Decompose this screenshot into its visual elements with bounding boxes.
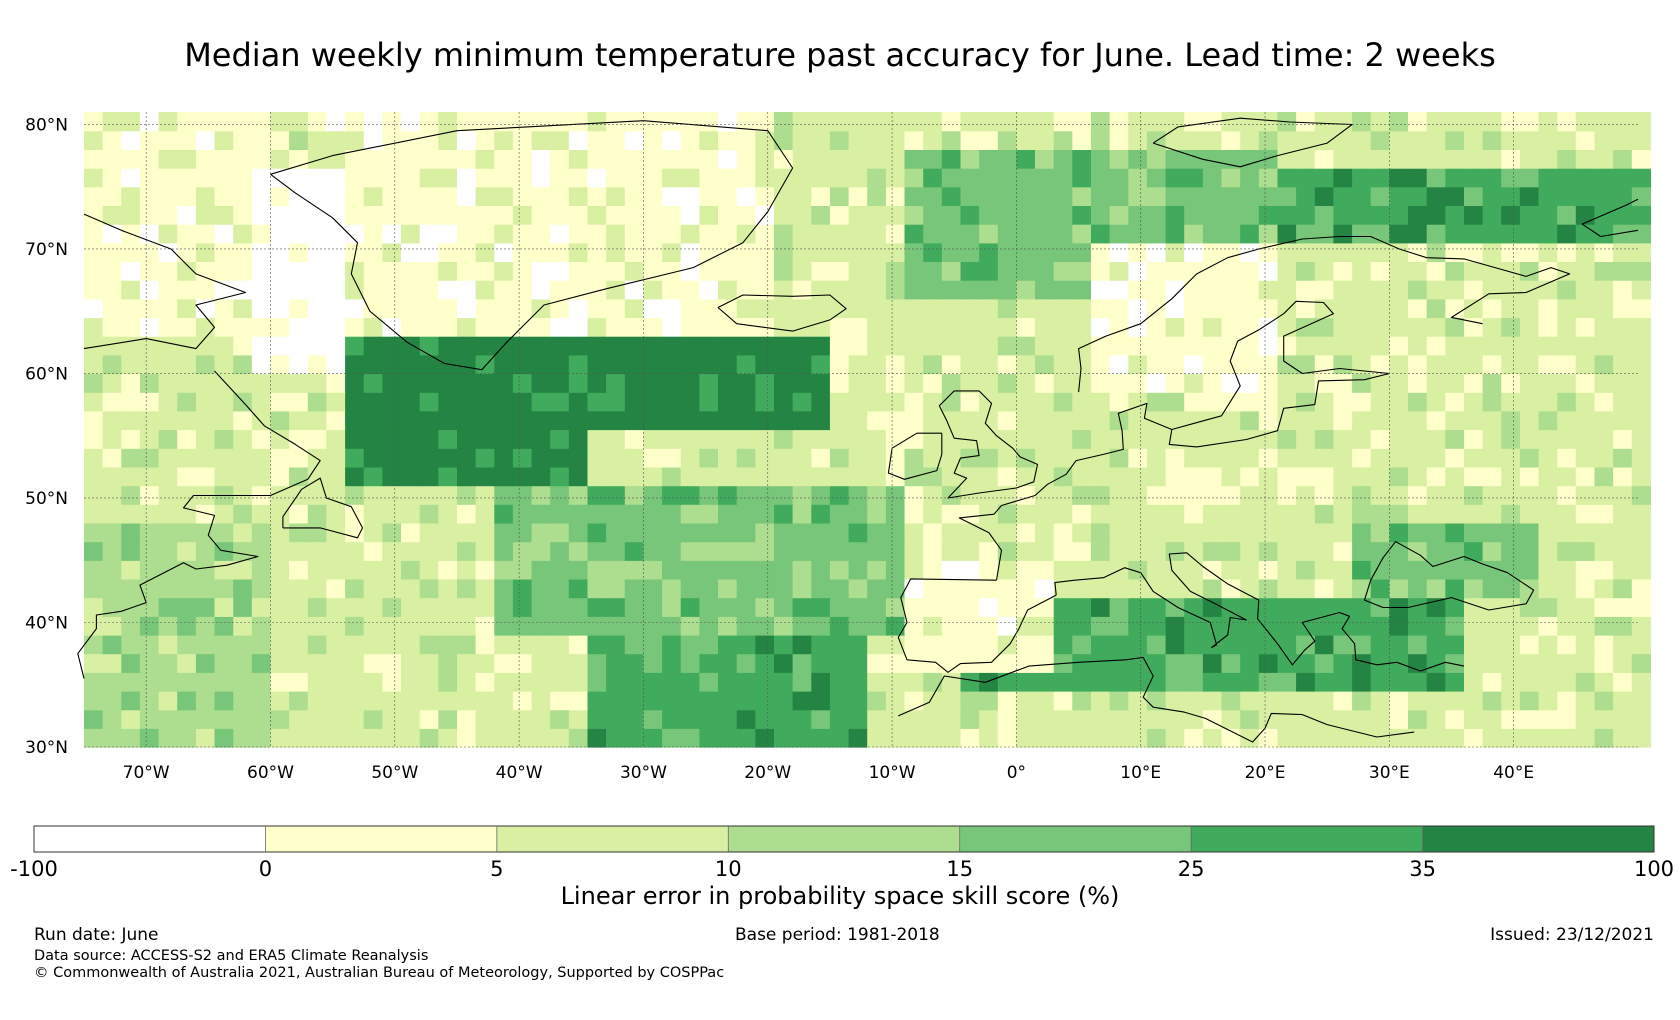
lon-tick-label: 0°: [1007, 763, 1026, 783]
coastline-12: [77, 370, 321, 679]
lat-tick-label: 60°N: [25, 364, 68, 384]
lon-tick-label: 60°W: [247, 763, 294, 783]
lon-tick-label: 40°W: [496, 763, 543, 783]
coastline-7: [1341, 616, 1465, 672]
coastline-13: [282, 477, 364, 539]
lon-tick-label: 30°W: [620, 763, 667, 783]
colorbar-swatch: [34, 826, 266, 852]
longitude-labels: 70°W 60°W 50°W 40°W 30°W 20°W 10°W 0° 10°E 20°E 30…: [123, 763, 1534, 783]
colorbar-tick-label: 100: [1634, 857, 1674, 881]
coastlines: [77, 117, 1639, 743]
graticule: [84, 112, 1638, 748]
colorbar-tick-label: 5: [490, 857, 503, 881]
lon-tick-label: 10°W: [869, 763, 916, 783]
colorbar-swatch: [959, 826, 1192, 852]
lat-tick-label: 70°N: [25, 240, 68, 260]
colorbar-swatch: [496, 826, 729, 852]
colorbar: [33, 825, 1655, 853]
lon-tick-label: 20°E: [1245, 763, 1286, 783]
colorbar-swatch: [728, 826, 960, 852]
data-source: Data source: ACCESS-S2 and ERA5 Climate …: [34, 948, 429, 964]
lat-tick-label: 50°N: [25, 489, 68, 509]
lon-tick-label: 40°E: [1493, 763, 1534, 783]
coastline-3: [887, 432, 943, 480]
lon-tick-label: 50°W: [371, 763, 418, 783]
coastline-6: [1054, 552, 1350, 666]
coastline-10: [1171, 300, 1390, 431]
colorbar-label: Linear error in probability space skill …: [560, 882, 1120, 910]
run-date: Run date: June: [34, 925, 159, 945]
coastline-8: [1363, 541, 1535, 611]
colorbar-swatch: [1422, 826, 1654, 852]
colorbar-tick-label: 0: [259, 857, 272, 881]
latitude-labels: 80°N 70°N 60°N 50°N 40°N 30°N: [25, 115, 68, 758]
lon-tick-label: 30°E: [1369, 763, 1410, 783]
lat-tick-label: 30°N: [25, 738, 68, 758]
coastline-11: [898, 656, 1415, 743]
coastline-2: [938, 390, 1039, 499]
chart-title: Median weekly minimum temperature past a…: [184, 36, 1496, 74]
colorbar-swatch: [1191, 826, 1423, 852]
copyright: © Commonwealth of Australia 2021, Austra…: [34, 965, 725, 981]
colorbar-tick-label: 25: [1178, 857, 1205, 881]
coastline-5: [897, 578, 1057, 673]
lat-tick-label: 40°N: [25, 613, 68, 633]
colorbar-swatch: [265, 826, 497, 852]
colorbar-tick-label: -100: [10, 857, 58, 881]
colorbar-tick-label: 35: [1409, 857, 1436, 881]
skill-grid: [84, 112, 1651, 748]
lat-tick-label: 80°N: [25, 115, 68, 135]
lon-tick-label: 20°W: [744, 763, 791, 783]
coastline-1: [717, 294, 847, 332]
issued-date: Issued: 23/12/2021: [1490, 925, 1654, 945]
coastline-14: [83, 213, 247, 350]
coastline-4: [958, 372, 1390, 581]
colorbar-tick-label: 10: [715, 857, 742, 881]
coastline-0: [270, 120, 794, 371]
base-period: Base period: 1981-2018: [735, 925, 940, 945]
coastline-15: [1152, 117, 1353, 168]
colorbar-tick-labels: -100 0 5 10 15 25 35 100: [10, 857, 1674, 881]
lon-tick-label: 10°E: [1120, 763, 1161, 783]
colorbar-frame: [33, 825, 1655, 853]
coastline-16: [1581, 198, 1639, 238]
coastline-9: [1078, 235, 1571, 393]
colorbar-tick-label: 15: [946, 857, 973, 881]
lon-tick-label: 70°W: [123, 763, 170, 783]
